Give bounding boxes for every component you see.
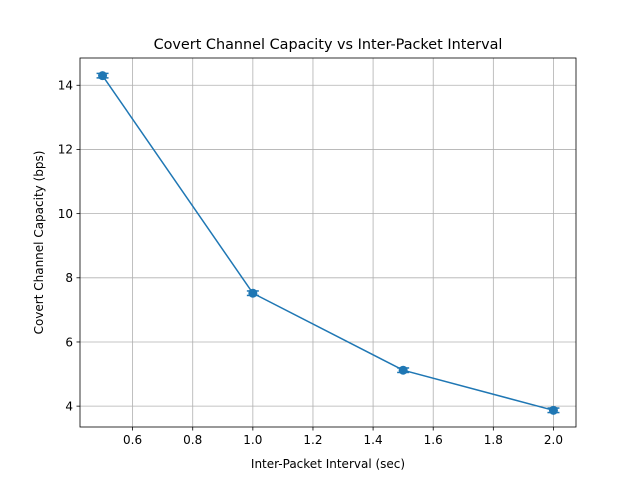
x-axis-title: Inter-Packet Interval (sec) xyxy=(251,457,405,471)
y-tick-label: 4 xyxy=(65,399,73,413)
x-tick-label: 0.6 xyxy=(123,433,142,447)
plot-frame xyxy=(79,57,577,428)
x-tick-label: 1.6 xyxy=(424,433,443,447)
axis-ticks: 0.6 0.8 1.0 1.2 1.4 1.6 1.8 2.0 4 6 8 10 12 14 xyxy=(58,79,563,447)
data-point xyxy=(98,71,108,81)
y-tick-label: 8 xyxy=(65,271,73,285)
y-tick-label: 12 xyxy=(58,143,73,157)
grid xyxy=(80,58,576,427)
x-tick-label: 2.0 xyxy=(544,433,563,447)
x-tick-label: 1.0 xyxy=(243,433,262,447)
plot-series xyxy=(96,71,560,415)
x-tick-label: 1.4 xyxy=(364,433,383,447)
x-tick-label: 0.8 xyxy=(183,433,202,447)
x-tick-label: 1.2 xyxy=(303,433,322,447)
data-point xyxy=(398,365,408,375)
data-point xyxy=(548,405,558,415)
y-axis-title: Covert Channel Capacity (bps) xyxy=(32,151,46,335)
y-tick-label: 6 xyxy=(65,335,73,349)
y-tick-label: 10 xyxy=(58,207,73,221)
chart-title: Covert Channel Capacity vs Inter-Packet … xyxy=(154,37,503,53)
series-line xyxy=(101,75,554,412)
y-tick-label: 14 xyxy=(58,79,73,93)
data-point xyxy=(248,288,258,298)
x-tick-label: 1.8 xyxy=(484,433,503,447)
